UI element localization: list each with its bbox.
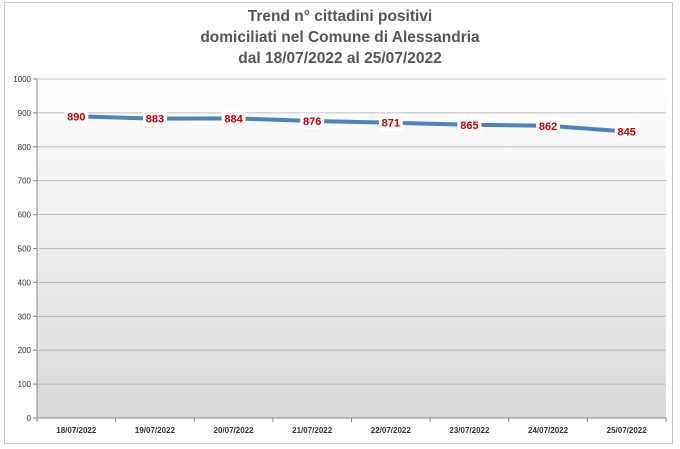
data-label-box — [64, 108, 89, 125]
x-tick-label: 25/07/2022 — [607, 426, 648, 435]
y-tick-label: 1000 — [13, 75, 31, 84]
data-label-box — [300, 113, 325, 130]
y-tick-label: 900 — [18, 109, 32, 118]
x-tick-label: 19/07/2022 — [135, 426, 176, 435]
chart-title-line-3: dal 18/07/2022 al 25/07/2022 — [238, 50, 442, 67]
y-tick-label: 0 — [27, 414, 32, 423]
x-tick-label: 22/07/2022 — [371, 426, 412, 435]
data-label: 871 — [382, 118, 400, 130]
chart-title-line-2: domiciliati nel Comune di Alessandria — [200, 29, 480, 46]
x-tick-label: 20/07/2022 — [214, 426, 255, 435]
data-label-box — [614, 123, 639, 140]
x-axis-ticks: 18/07/2022 19/07/2022 20/07/2022 21/07/2022… — [36, 418, 667, 435]
x-tick-label: 18/07/2022 — [56, 426, 97, 435]
gridlines — [37, 78, 666, 385]
data-label-box — [536, 117, 561, 134]
data-label: 845 — [618, 127, 636, 139]
data-label: 865 — [460, 120, 478, 132]
data-label-box — [457, 116, 482, 133]
y-tick-label: 800 — [18, 143, 32, 152]
data-label: 876 — [303, 116, 321, 128]
y-tick-label: 400 — [18, 278, 32, 287]
data-label: 884 — [224, 113, 243, 125]
x-tick-label: 24/07/2022 — [528, 426, 569, 435]
data-label-box — [378, 114, 403, 131]
data-label: 883 — [146, 114, 164, 126]
y-tick-label: 600 — [18, 211, 32, 220]
chart-title-line-1: Trend n° cittadini positivi — [247, 8, 433, 25]
data-labels: 890 883 884 876 871 865 862 845 — [64, 108, 639, 140]
data-label: 862 — [539, 121, 557, 133]
x-tick-label: 21/07/2022 — [292, 426, 333, 435]
x-tick-label: 23/07/2022 — [449, 426, 490, 435]
data-label-box — [221, 110, 246, 127]
y-axis-ticks: 0 100 200 300 400 500 600 700 800 900 1000 — [13, 75, 37, 423]
data-label: 890 — [67, 111, 85, 123]
y-tick-label: 700 — [18, 177, 32, 186]
y-tick-label: 200 — [18, 346, 32, 355]
series-line — [74, 114, 629, 134]
data-label-box — [142, 110, 167, 127]
y-tick-label: 500 — [18, 245, 32, 254]
y-tick-label: 100 — [18, 380, 32, 389]
y-tick-label: 300 — [18, 312, 32, 321]
series — [74, 114, 629, 134]
